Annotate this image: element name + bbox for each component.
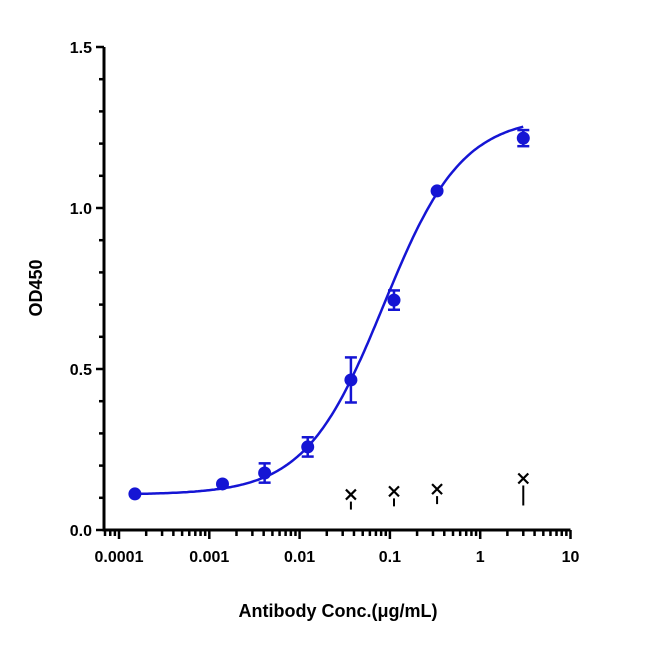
data-point: [301, 440, 315, 454]
x-tick-label: 0.1: [379, 549, 401, 566]
data-point: [215, 477, 229, 491]
data-point: [387, 293, 401, 307]
data-point: [128, 487, 142, 501]
cross-marker: [517, 472, 530, 485]
y-tick-label: 1.5: [70, 40, 92, 57]
data-point: [430, 184, 444, 198]
data-point: [344, 373, 358, 387]
x-tick-label: 0.001: [189, 549, 229, 566]
cross-marker: [345, 488, 357, 501]
x-tick-label: 1: [476, 549, 485, 566]
cross-marker: [431, 483, 443, 495]
data-point: [516, 131, 530, 145]
x-tick-label: 0.01: [284, 549, 315, 566]
cross-marker: [388, 485, 400, 498]
fit-curve: [134, 125, 524, 496]
y-tick-label: 0.0: [70, 523, 92, 540]
x-axis-title: Antibody Conc.(μg/mL): [239, 601, 438, 621]
y-tick-label: 1.0: [70, 201, 92, 218]
x-tick-label: 10: [562, 549, 580, 566]
data-point: [258, 466, 272, 480]
y-tick-label: 0.5: [70, 362, 92, 379]
x-tick-label: 0.0001: [95, 549, 144, 566]
y-axis-title: OD450: [26, 259, 46, 316]
